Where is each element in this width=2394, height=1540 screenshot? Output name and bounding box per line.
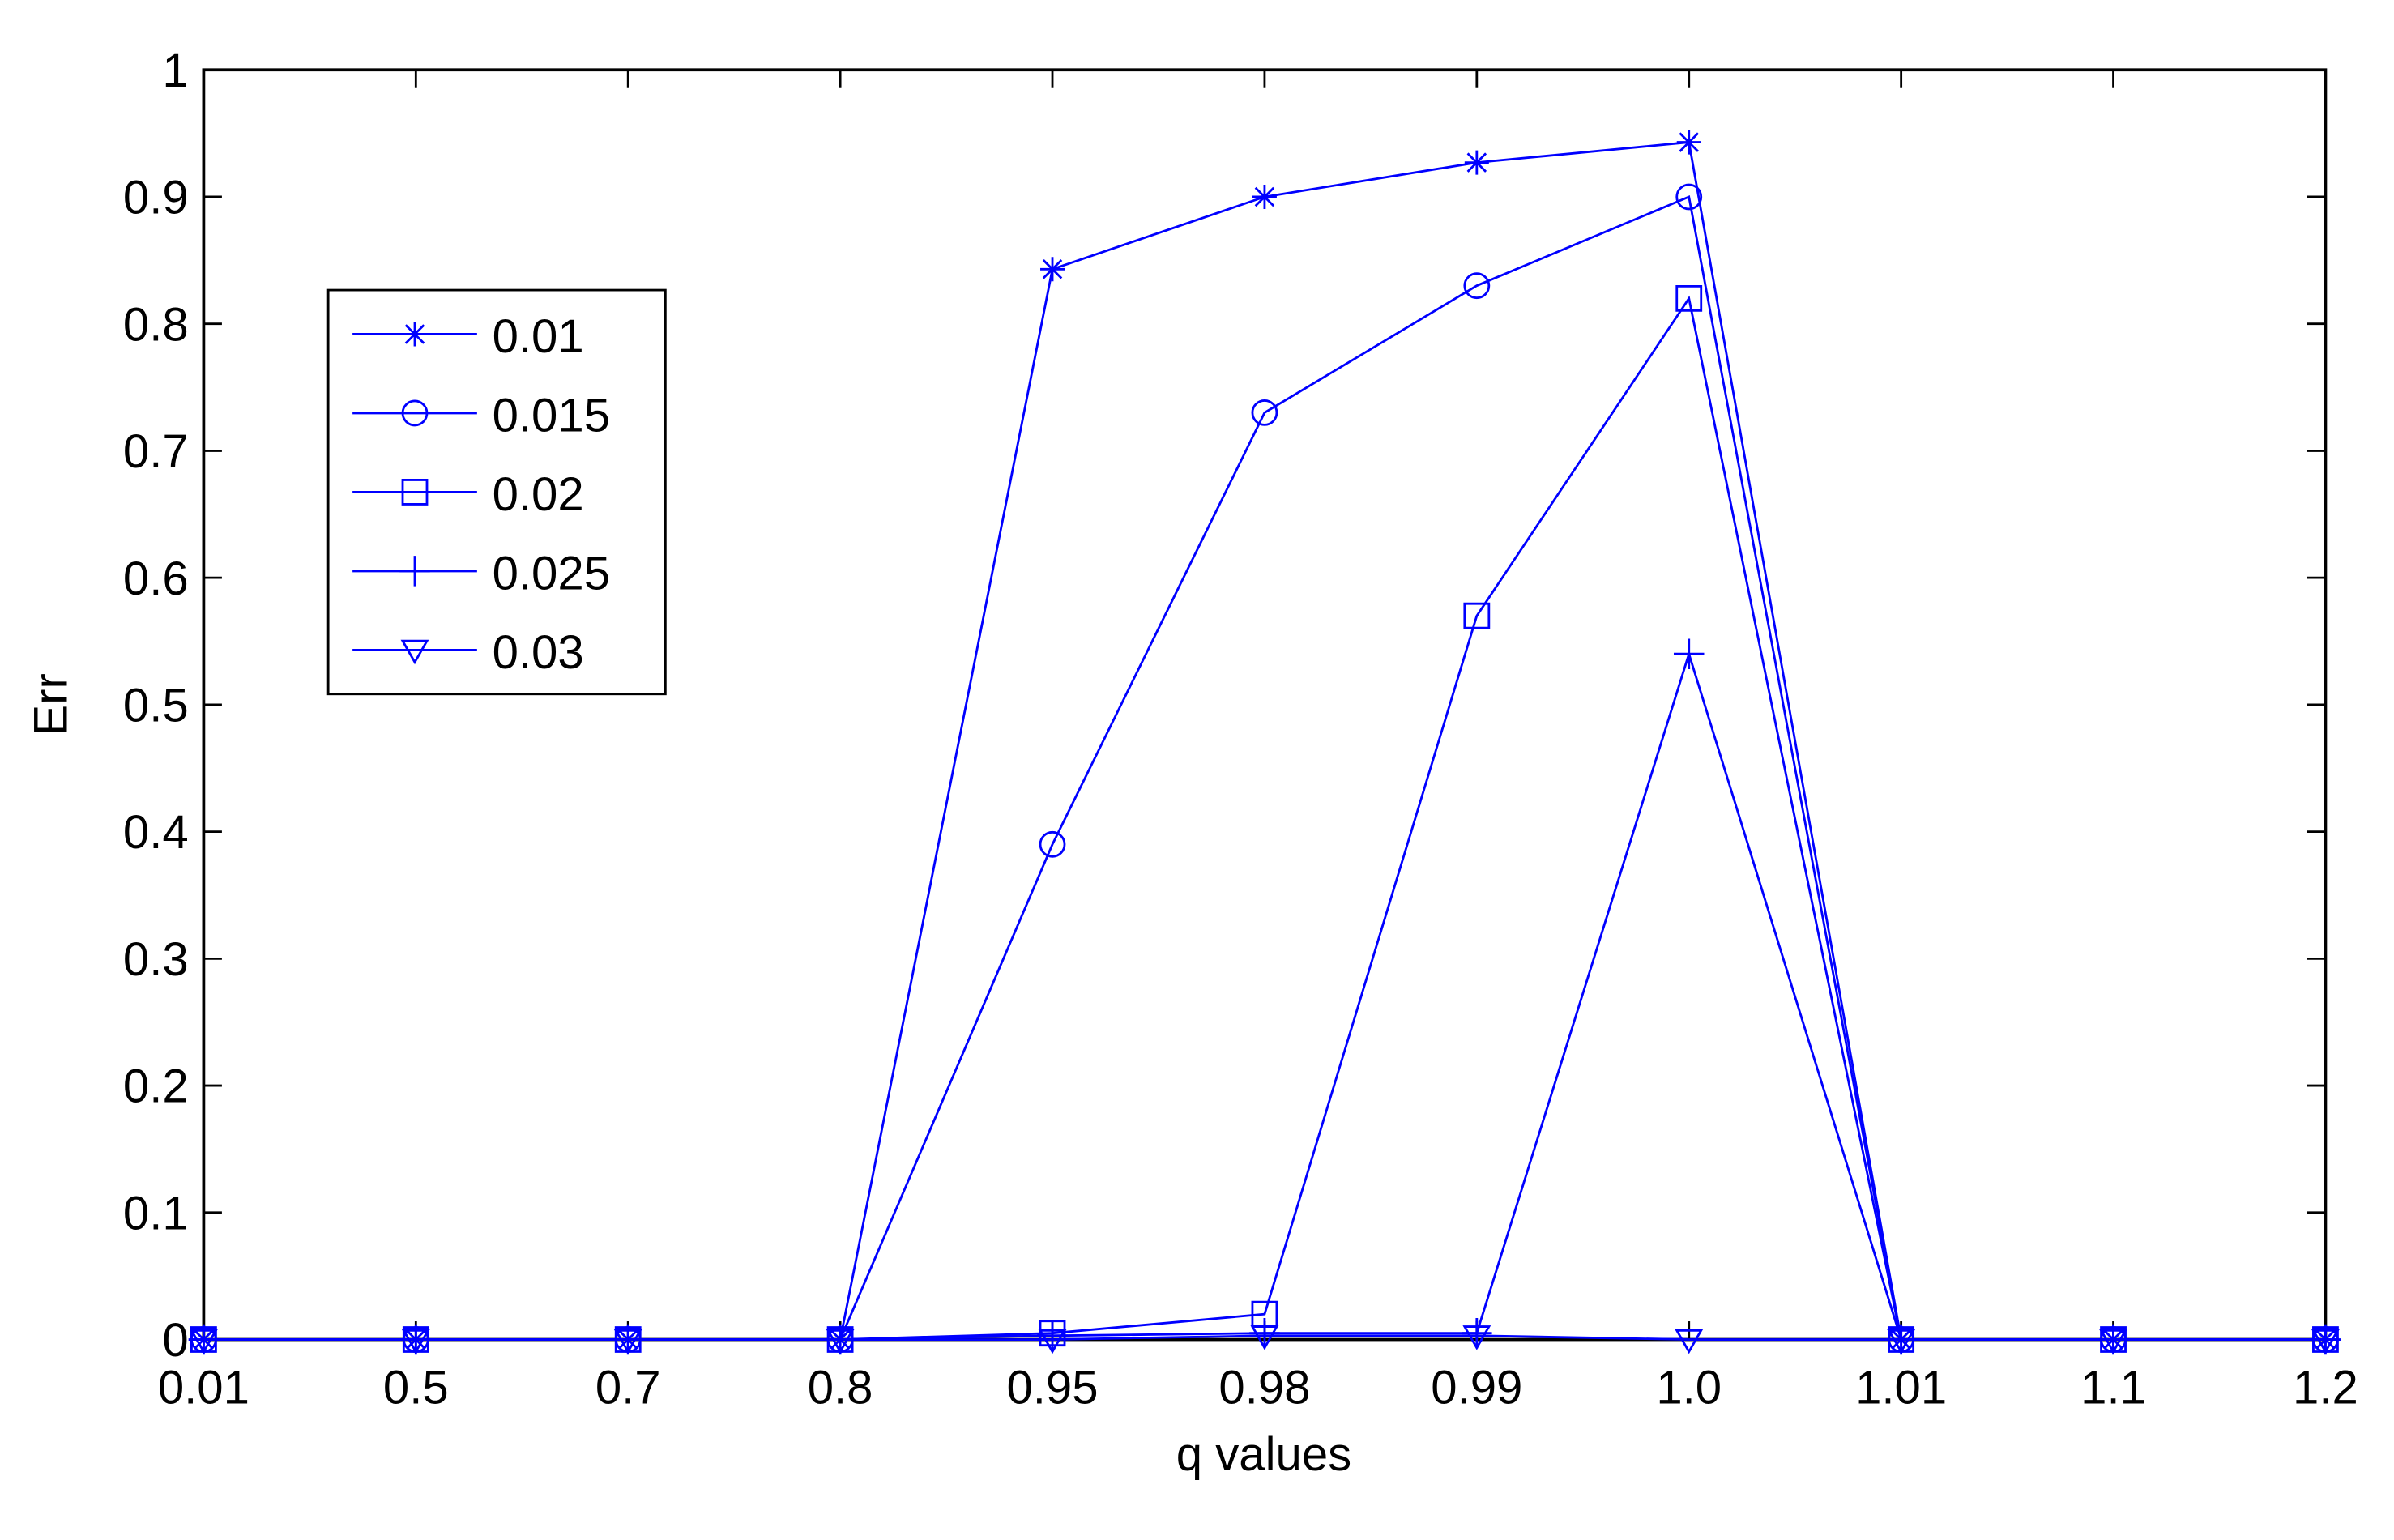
marker [1039,830,1066,858]
plot-frame [202,68,2328,1342]
marker [399,556,430,587]
marker [401,399,429,427]
x-tick-label: 1.0 [1656,1361,1722,1414]
marker [2311,1329,2340,1354]
x-tick-label: 0.8 [808,1361,873,1414]
y-tick-label: 0.9 [123,172,189,224]
x-tick-label: 1.01 [1855,1361,1947,1414]
y-tick-label: 0.4 [123,806,189,859]
marker [1462,1317,1492,1349]
marker [1250,1325,1279,1350]
legend-label: 0.03 [493,626,584,679]
marker [401,1329,430,1354]
marker [1039,1320,1066,1347]
marker [2100,1326,2127,1353]
marker [1252,184,1277,209]
legend-label: 0.01 [493,310,584,363]
x-tick-label: 0.95 [1006,1361,1098,1414]
x-tick-label: 0.01 [158,1361,250,1414]
legend-label: 0.015 [493,389,610,442]
marker [614,1326,642,1353]
x-tick-label: 0.7 [595,1361,661,1414]
marker [1251,399,1278,426]
marker [403,322,427,347]
marker [1675,1329,1704,1354]
marker [190,1326,217,1353]
marker [1462,1325,1491,1350]
y-tick-label: 0.8 [123,298,189,351]
marker [402,1326,429,1353]
x-tick-label: 0.5 [383,1361,449,1414]
marker [1249,1317,1280,1349]
legend-label: 0.02 [493,468,584,521]
marker [1463,272,1491,300]
y-tick-label: 0.5 [123,680,189,732]
marker [826,1326,854,1353]
marker [1038,1329,1067,1354]
marker [1464,150,1489,175]
legend: 0.01 0.015 0.02 0.025 0.03 [326,288,667,696]
y-tick-label: 1 [162,45,188,97]
y-tick-label: 0.6 [123,552,189,605]
marker [1675,183,1703,211]
y-tick-label: 0 [162,1314,188,1367]
marker [1463,602,1491,629]
marker [2099,1329,2127,1354]
series-line [203,1334,2326,1341]
marker [189,1329,218,1354]
x-tick-label: 0.98 [1218,1361,1310,1414]
x-tick-label: 1.1 [2080,1361,2146,1414]
legend-label: 0.025 [493,547,610,599]
x-axis-label: q values [1176,1428,1351,1481]
marker [1888,1326,1915,1353]
x-tick-label: 0.99 [1431,1361,1522,1414]
y-tick-label: 0.1 [123,1187,189,1239]
marker [1675,284,1703,312]
marker [1040,257,1065,282]
marker [1673,638,1705,669]
y-axis-label: Err [25,673,78,736]
marker [1676,130,1701,155]
x-tick-label: 1.2 [2293,1361,2358,1414]
marker [826,1329,855,1354]
y-tick-label: 0.2 [123,1060,189,1113]
marker [2312,1326,2339,1353]
marker [613,1329,642,1354]
marker [401,479,429,506]
series-line [203,650,2326,1341]
marker [400,639,429,665]
y-tick-label: 0.3 [123,933,189,986]
marker [1887,1329,1916,1354]
y-tick-label: 0.7 [123,425,189,478]
